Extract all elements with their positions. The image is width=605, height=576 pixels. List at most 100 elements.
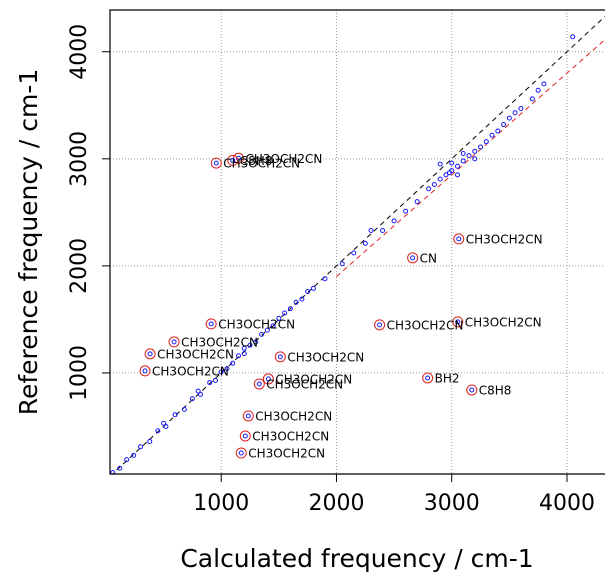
plot-area — [110, 10, 605, 474]
y-tick-label: 3000 — [67, 131, 92, 187]
point — [253, 339, 259, 345]
point — [207, 380, 213, 386]
point-label: CN — [420, 251, 437, 265]
point — [414, 199, 420, 205]
point — [147, 438, 153, 444]
point — [264, 327, 270, 333]
point — [472, 156, 478, 162]
point — [155, 428, 161, 434]
point — [230, 157, 236, 163]
outlier-ring — [227, 154, 239, 166]
point — [431, 182, 437, 188]
outlier-ring — [422, 372, 434, 384]
point-label: CH3OCH2CN — [181, 335, 258, 349]
point — [454, 172, 460, 178]
point-label: C8H8 — [240, 154, 273, 168]
point-label: CH3OCH2CN — [246, 152, 323, 166]
outlier-ring — [239, 430, 251, 442]
point — [117, 465, 123, 471]
point — [245, 413, 251, 419]
point — [189, 396, 195, 402]
point — [339, 261, 345, 267]
point — [512, 110, 518, 116]
point — [212, 377, 218, 383]
point — [138, 444, 144, 450]
x-axis-label: Calculated frequency / cm-1 — [180, 544, 533, 573]
point-label: CH3OCH2CN — [223, 157, 300, 171]
point-label: CH3OCH2CN — [466, 232, 543, 246]
point — [197, 391, 203, 397]
x-tick-label: 3000 — [424, 491, 480, 516]
point — [322, 276, 328, 282]
point-label: CH3OCH2CN — [255, 409, 332, 423]
outlier-ring — [407, 252, 419, 264]
outlier-ring — [466, 384, 478, 396]
point — [455, 319, 461, 325]
point — [282, 310, 288, 316]
point — [454, 163, 460, 169]
reference-line — [336, 39, 605, 277]
point — [265, 376, 271, 382]
point — [287, 306, 293, 312]
y-axis-label: Reference frequency / cm-1 — [14, 69, 43, 416]
point — [124, 457, 130, 463]
point — [518, 105, 524, 111]
point — [506, 115, 512, 121]
point — [161, 420, 167, 426]
point-label: CH3OCH2CN — [287, 350, 364, 364]
point — [489, 132, 495, 138]
point — [310, 285, 316, 291]
point — [208, 321, 214, 327]
point — [293, 299, 299, 305]
point-label: CH3OCH2CN — [252, 429, 329, 443]
point — [368, 228, 374, 234]
point — [466, 153, 472, 159]
point — [305, 289, 311, 295]
point — [377, 322, 383, 328]
point — [110, 470, 116, 474]
point — [483, 139, 489, 145]
point-label: CH3OCH2CN — [157, 347, 234, 361]
outlier-ring — [242, 410, 254, 422]
point — [142, 368, 148, 374]
point-label: BH2 — [435, 371, 460, 385]
point — [247, 342, 253, 348]
point — [437, 176, 443, 182]
point — [380, 228, 386, 234]
point — [410, 255, 416, 261]
outlier-ring — [452, 316, 464, 328]
x-tick-label: 2000 — [308, 491, 364, 516]
point-label: C8H8 — [479, 383, 512, 397]
point — [460, 150, 466, 156]
point — [541, 81, 547, 87]
point-label: CH3OCH2CN — [275, 372, 352, 386]
point — [351, 250, 357, 256]
point — [218, 369, 224, 375]
x-tick-label: 1000 — [193, 491, 249, 516]
point — [172, 412, 178, 418]
point — [391, 218, 397, 224]
point-label: CH3OCH2CN — [465, 315, 542, 329]
point — [241, 351, 247, 357]
point — [495, 128, 501, 134]
point — [236, 353, 242, 359]
reference-line — [111, 16, 605, 474]
outlier-ring — [453, 233, 465, 245]
point — [224, 366, 230, 372]
point — [230, 360, 236, 366]
point — [403, 208, 409, 214]
point — [469, 387, 475, 393]
point — [437, 161, 443, 167]
point — [456, 236, 462, 242]
plot-frame — [109, 9, 605, 475]
point — [472, 148, 478, 154]
point — [570, 34, 576, 40]
point — [195, 388, 201, 394]
point — [535, 87, 541, 93]
point — [131, 452, 137, 458]
point — [276, 315, 282, 321]
point — [478, 144, 484, 150]
point — [238, 450, 244, 456]
point-label: CH3OCH2CN — [387, 318, 464, 332]
point — [171, 339, 177, 345]
